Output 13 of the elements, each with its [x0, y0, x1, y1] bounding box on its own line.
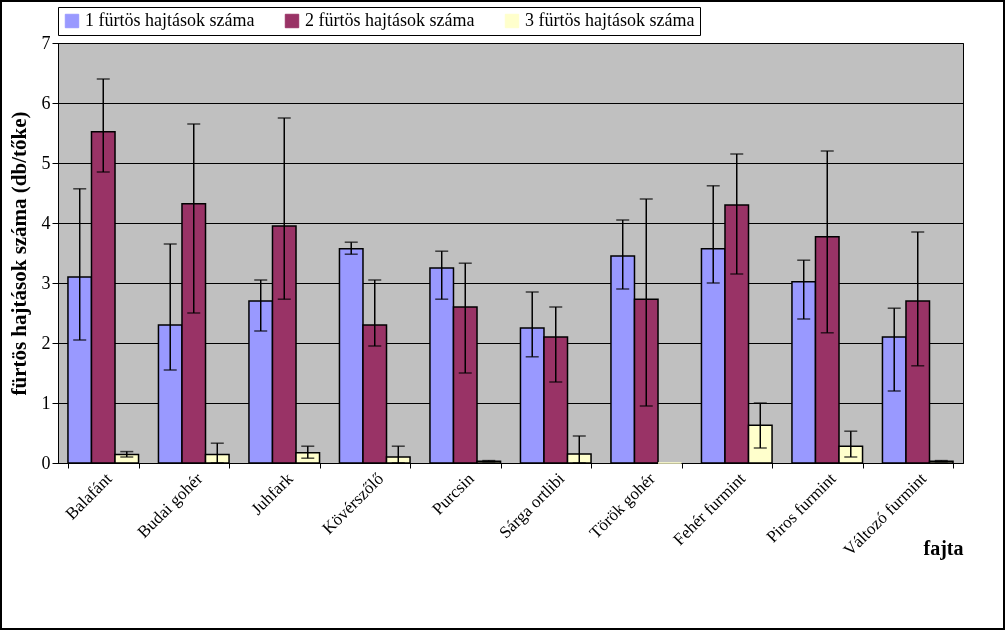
y-tick-label: 1 [41, 392, 51, 413]
y-tick-label: 7 [41, 32, 51, 53]
y-tick-label: 2 [41, 332, 51, 353]
legend-label: 1 fürtös hajtások száma [85, 10, 255, 30]
x-axis-title: fajta [923, 536, 964, 560]
y-axis-title: fürtös hajtások száma (db/tőke) [6, 111, 31, 396]
y-tick-label: 0 [41, 452, 51, 473]
legend-label: 2 fürtös hajtások száma [305, 10, 475, 30]
y-tick-label: 6 [41, 92, 51, 113]
y-tick-label: 4 [41, 212, 51, 233]
legend-label: 3 fürtös hajtások száma [525, 10, 695, 30]
y-tick-label: 3 [41, 272, 51, 293]
y-tick-label: 5 [41, 152, 51, 173]
